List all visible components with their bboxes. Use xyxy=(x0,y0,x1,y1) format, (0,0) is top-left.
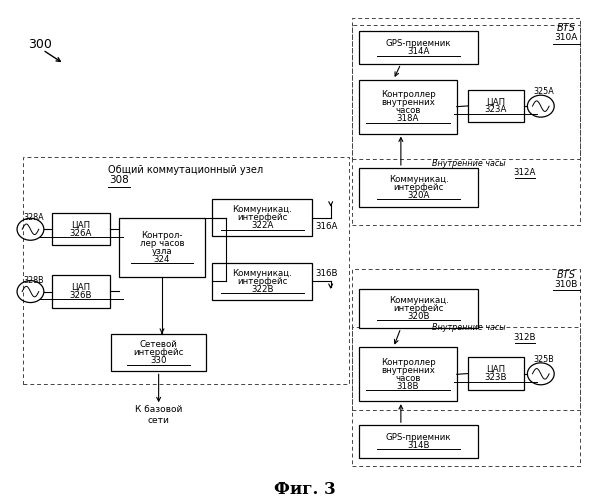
Text: 320A: 320A xyxy=(407,191,430,200)
Text: Сетевой: Сетевой xyxy=(139,340,178,349)
Text: Контроллер: Контроллер xyxy=(381,90,435,99)
Text: интерфейс: интерфейс xyxy=(237,277,287,286)
Text: Коммуникац.: Коммуникац. xyxy=(232,269,292,278)
Text: Контроллер: Контроллер xyxy=(381,358,435,367)
Text: 310B: 310B xyxy=(555,280,578,288)
Text: К базовой
сети: К базовой сети xyxy=(135,406,182,425)
Text: 324: 324 xyxy=(153,254,171,264)
Text: Внутренние часы: Внутренние часы xyxy=(432,324,505,332)
Text: Коммуникац.: Коммуникац. xyxy=(389,296,449,305)
Text: 328A: 328A xyxy=(23,214,44,222)
Bar xyxy=(352,18,580,226)
Text: BTS: BTS xyxy=(557,270,576,280)
Text: 314B: 314B xyxy=(407,441,430,450)
Text: узла: узла xyxy=(152,246,172,256)
Bar xyxy=(52,275,110,308)
Text: интерфейс: интерфейс xyxy=(133,348,184,357)
Bar xyxy=(359,32,478,64)
Text: 308: 308 xyxy=(109,176,128,186)
Text: 330: 330 xyxy=(150,356,167,365)
Text: Внутренние часы: Внутренние часы xyxy=(432,159,505,168)
Text: 312B: 312B xyxy=(514,333,536,342)
Text: 322B: 322B xyxy=(251,285,273,294)
Bar xyxy=(359,80,457,134)
Bar xyxy=(352,269,580,466)
Text: 320B: 320B xyxy=(407,312,430,321)
Bar xyxy=(359,289,478,328)
Text: Общий коммутационный узел: Общий коммутационный узел xyxy=(108,166,263,175)
Text: Коммуникац.: Коммуникац. xyxy=(232,205,292,214)
Text: GPS-приемник: GPS-приемник xyxy=(386,39,451,48)
Text: GPS-приемник: GPS-приемник xyxy=(386,433,451,442)
Bar xyxy=(212,199,312,236)
Bar xyxy=(359,425,478,458)
Text: 322A: 322A xyxy=(251,221,273,230)
Text: 326B: 326B xyxy=(70,291,92,300)
Text: 318A: 318A xyxy=(397,114,419,123)
Text: 325A: 325A xyxy=(533,87,554,96)
Text: Фиг. 3: Фиг. 3 xyxy=(273,481,336,498)
Text: 323A: 323A xyxy=(485,106,507,114)
Bar xyxy=(52,213,110,245)
Text: интерфейс: интерфейс xyxy=(237,213,287,222)
Bar xyxy=(468,90,524,122)
Text: 326A: 326A xyxy=(70,228,92,237)
Bar xyxy=(119,218,205,276)
Text: ЦАП: ЦАП xyxy=(71,283,91,292)
Bar xyxy=(111,334,206,372)
Text: Коммуникац.: Коммуникац. xyxy=(389,175,449,184)
Text: ЦАП: ЦАП xyxy=(71,220,91,230)
Text: внутренних: внутренних xyxy=(381,366,435,375)
Bar xyxy=(359,348,457,401)
Text: ЦАП: ЦАП xyxy=(486,365,505,374)
Text: 323B: 323B xyxy=(485,373,507,382)
Text: 316B: 316B xyxy=(315,270,338,278)
Text: 300: 300 xyxy=(27,38,52,52)
Text: 328B: 328B xyxy=(23,276,44,284)
Text: 314A: 314A xyxy=(407,47,430,56)
Bar xyxy=(359,168,478,207)
Text: 318B: 318B xyxy=(397,382,419,391)
Text: интерфейс: интерфейс xyxy=(393,183,444,192)
Text: лер часов: лер часов xyxy=(139,238,185,248)
Text: Контрол-: Контрол- xyxy=(141,231,183,240)
Text: 312A: 312A xyxy=(514,168,536,177)
Bar xyxy=(23,157,349,384)
Text: 325B: 325B xyxy=(533,356,554,364)
Text: ЦАП: ЦАП xyxy=(486,98,505,106)
Bar xyxy=(352,328,580,409)
Text: часов: часов xyxy=(395,106,421,115)
Text: часов: часов xyxy=(395,374,421,383)
Text: BTS: BTS xyxy=(557,24,576,34)
Text: 310A: 310A xyxy=(555,34,578,42)
Bar xyxy=(468,358,524,390)
Text: внутренних: внутренних xyxy=(381,98,435,107)
Text: 316A: 316A xyxy=(315,222,338,231)
Text: интерфейс: интерфейс xyxy=(393,304,444,313)
Bar xyxy=(212,262,312,300)
Bar xyxy=(352,25,580,160)
